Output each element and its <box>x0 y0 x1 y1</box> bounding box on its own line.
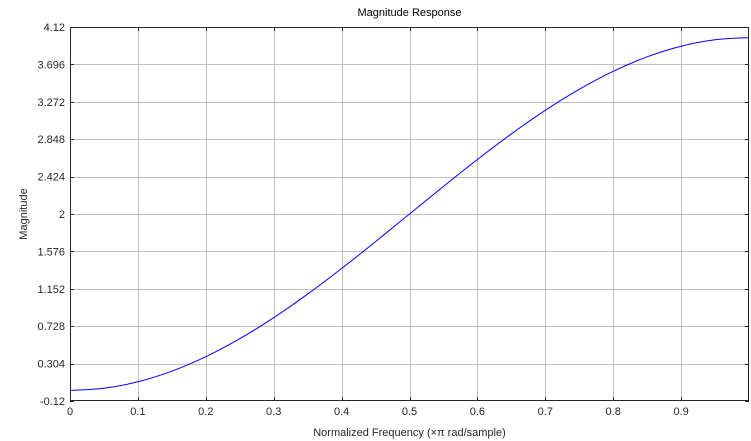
chart-title: Magnitude Response <box>358 7 462 19</box>
axis-ticks: 0 0.1 0.2 0.3 0.4 0.5 0.6 0.7 0.8 0.9 -0.12 0.304 0.… <box>37 22 749 418</box>
x-tick-label: 0.7 <box>538 406 553 418</box>
y-tick-label: 2.424 <box>37 172 65 184</box>
y-tick-label: -0.12 <box>40 396 65 408</box>
x-tick-label: 0.9 <box>673 406 688 418</box>
y-tick-label: 3.696 <box>37 59 65 71</box>
x-tick-label: 0.8 <box>606 406 621 418</box>
y-tick-label: 2 <box>59 209 65 221</box>
y-tick-label: 3.272 <box>37 97 65 109</box>
y-tick-label: 1.152 <box>37 284 65 296</box>
x-tick-label: 0 <box>67 406 73 418</box>
y-tick-label: 2.848 <box>37 134 65 146</box>
y-tick-label: 4.12 <box>44 22 65 34</box>
magnitude-curve <box>69 37 750 391</box>
y-tick-label: 0.304 <box>37 359 65 371</box>
y-axis-label: Magnitude <box>18 188 30 239</box>
x-tick-label: 0.2 <box>198 406 213 418</box>
y-tick-label: 0.728 <box>37 321 65 333</box>
y-tick-label: 1.576 <box>37 246 65 258</box>
x-tick-label: 0.1 <box>130 406 145 418</box>
x-tick-label: 0.5 <box>402 406 417 418</box>
x-tick-label: 0.3 <box>266 406 281 418</box>
x-axis-label: Normalized Frequency (×π rad/sample) <box>313 427 506 439</box>
x-tick-label: 0.6 <box>470 406 485 418</box>
x-tick-label: 0.4 <box>334 406 349 418</box>
